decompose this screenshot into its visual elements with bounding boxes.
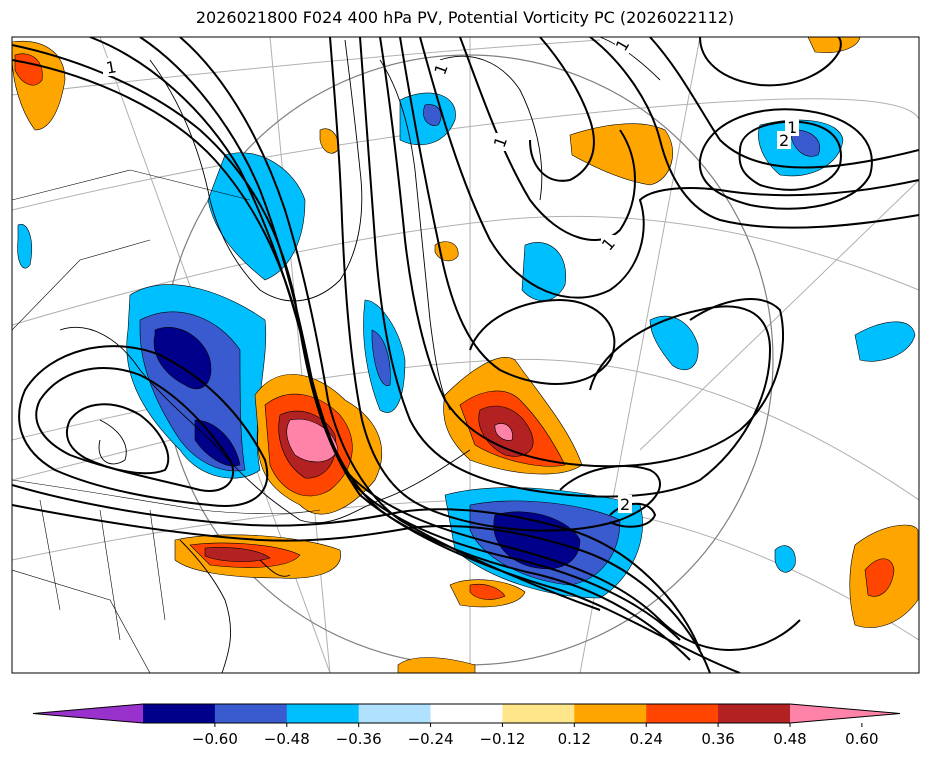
contour-label: 1	[105, 57, 118, 77]
coastline	[379, 59, 451, 411]
colorbar-box	[430, 704, 503, 723]
pv-contour	[179, 37, 601, 611]
pv-contour	[329, 37, 661, 532]
fill-neg-0.24	[371, 329, 391, 387]
pv-contour	[12, 59, 681, 641]
pv-contour	[139, 37, 741, 673]
pv-contour	[12, 484, 701, 651]
coastline	[59, 326, 471, 524]
colorbar-outline	[32, 703, 901, 724]
fill-pos-0.24	[469, 583, 506, 600]
pv-contour	[18, 345, 269, 507]
fill-pos-0.12	[569, 123, 673, 186]
colorbar-tick-label: −0.48	[264, 730, 310, 748]
boundary	[12, 569, 151, 673]
contour-label: 2	[779, 131, 789, 150]
coastline	[599, 37, 661, 81]
pv-contour	[459, 37, 636, 241]
colorbar-box	[214, 704, 288, 723]
colorbar-box	[143, 704, 216, 723]
fill-neg-0.24	[789, 129, 820, 157]
map-frame	[11, 36, 920, 674]
boundary	[12, 479, 321, 515]
colorbar-box	[286, 704, 360, 723]
fill-pos-0.24	[864, 558, 895, 597]
graticule-line	[12, 98, 919, 211]
boundary	[12, 169, 251, 201]
boundaries	[12, 169, 321, 673]
pv-contour	[738, 120, 842, 191]
colorbar-box	[574, 704, 647, 723]
colorbar-tick-label: −0.36	[336, 730, 382, 748]
boundary	[99, 509, 121, 641]
colorbar-tick-label: −0.60	[192, 730, 238, 748]
colorbar-tick-label: 0.48	[773, 730, 806, 748]
colorbar-extend-high	[790, 704, 900, 723]
colorbar-tick-label: 0.24	[630, 730, 663, 748]
pv-contour	[66, 403, 170, 475]
colorbar-tick-label: −0.12	[479, 730, 525, 748]
colorbar: −0.60 −0.48 −0.36 −0.24 −0.12 0.12 0.24 0.36 0.4…	[32, 703, 901, 748]
pv-contour	[699, 37, 842, 87]
boundary	[12, 239, 151, 331]
contour-label: 1	[787, 118, 797, 137]
graticule-line	[12, 39, 601, 96]
pv-contour	[12, 504, 711, 673]
pv-contour	[649, 37, 919, 169]
fill-neg-0.24	[423, 104, 442, 126]
fill-pos-0.36	[204, 547, 271, 562]
colorbar-box	[502, 704, 575, 723]
contour-label: 2	[620, 495, 630, 514]
fill-neg-0.12	[649, 315, 699, 370]
fill-neg-0.36	[153, 327, 212, 390]
fill-neg-0.12	[774, 545, 796, 573]
colorbar-extend-low	[33, 704, 143, 723]
coastline	[98, 419, 127, 465]
colorbar-box	[646, 704, 719, 723]
contour-labels: 1 1 1 1 1 1 2 2	[103, 36, 799, 514]
pv-contour	[589, 37, 919, 229]
map-area	[12, 37, 919, 673]
colorbar-tick-label: 0.60	[845, 730, 878, 748]
pv-contour	[399, 37, 616, 385]
pv-contour	[529, 37, 595, 182]
colorbar-tick-label: 0.12	[558, 730, 591, 748]
colorbar-box	[718, 704, 791, 723]
pv-contour	[359, 37, 772, 498]
coastline	[149, 39, 363, 302]
coastline	[179, 539, 231, 673]
pv-contour	[419, 37, 919, 299]
fill-neg-0.12	[17, 223, 32, 269]
fill-pos-0.12	[397, 657, 476, 673]
pv-contours	[12, 37, 919, 673]
coastline	[259, 559, 291, 577]
graticule-line	[639, 179, 919, 451]
fill-neg-0.12	[521, 242, 567, 301]
boundary	[39, 499, 61, 611]
pv-contour	[379, 37, 784, 468]
fill-neg-0.12	[854, 321, 916, 362]
graticule-line	[12, 215, 919, 326]
chart-title: 2026021800 F024 400 hPa PV, Potential Vo…	[195, 8, 735, 27]
colorbar-tick-label: −0.24	[408, 730, 454, 748]
colorbar-box	[358, 704, 432, 723]
pv-contour	[35, 367, 235, 492]
fill-pos-0.48	[494, 423, 513, 441]
pv-contour	[698, 108, 873, 210]
colorbar-tick-label: 0.36	[701, 730, 734, 748]
